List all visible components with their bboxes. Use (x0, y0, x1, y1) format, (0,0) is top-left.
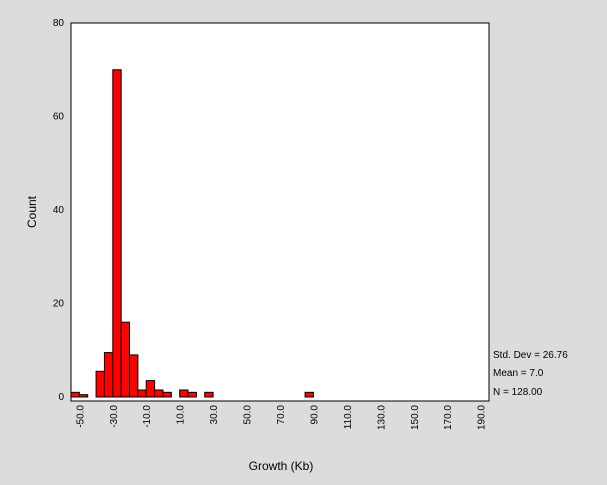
x-tick-label: 190.0 (477, 405, 488, 430)
histogram-bar (162, 391, 172, 398)
y-tick-label: 20 (53, 299, 65, 310)
histogram-bar (204, 391, 214, 398)
x-tick-label: 70.0 (276, 405, 287, 425)
x-axis: -50.0 -30.0 -10.0 10.0 30.0 50.0 70.0 90.0 110.0… (75, 405, 487, 430)
std-dev-label: Std. Dev = 26.76 (493, 350, 568, 361)
x-tick-label: 110.0 (343, 405, 354, 430)
x-tick-label: -30.0 (109, 405, 120, 428)
histogram-bar (137, 389, 147, 398)
x-tick-label: -10.0 (142, 405, 153, 428)
x-axis-title: Growth (Kb) (249, 459, 314, 473)
histogram-bar (304, 391, 314, 398)
y-axis: 0 20 40 60 80 (53, 18, 65, 403)
x-tick-label: 130.0 (376, 405, 387, 430)
histogram-bar (179, 389, 189, 398)
histogram-bar (129, 354, 139, 398)
x-tick-label: 30.0 (209, 405, 220, 425)
x-tick-label: 90.0 (309, 405, 320, 425)
x-tick-label: 50.0 (243, 405, 254, 425)
histogram-bar (154, 389, 164, 398)
y-tick-label: 80 (53, 18, 65, 29)
y-tick-label: 40 (53, 205, 65, 216)
x-tick-label: -50.0 (75, 405, 86, 428)
n-label: N = 128.00 (493, 387, 543, 398)
histogram-bar (187, 391, 197, 398)
y-tick-label: 0 (58, 392, 64, 403)
histogram-bar (103, 352, 114, 398)
mean-label: Mean = 7.0 (493, 368, 544, 379)
x-tick-label: 170.0 (443, 405, 454, 430)
histogram-bar (120, 321, 131, 398)
histogram-bar (78, 394, 89, 398)
x-tick-label: 150.0 (410, 405, 421, 430)
bars-group (70, 69, 314, 398)
y-axis-title: Count (25, 195, 39, 228)
histogram-bar (95, 370, 105, 398)
histogram-bar (145, 380, 156, 398)
plot-area (70, 22, 490, 402)
y-tick-label: 60 (53, 112, 65, 123)
histogram-bar (112, 69, 122, 398)
histogram-bar (70, 391, 80, 398)
x-tick-label: 10.0 (176, 405, 187, 425)
